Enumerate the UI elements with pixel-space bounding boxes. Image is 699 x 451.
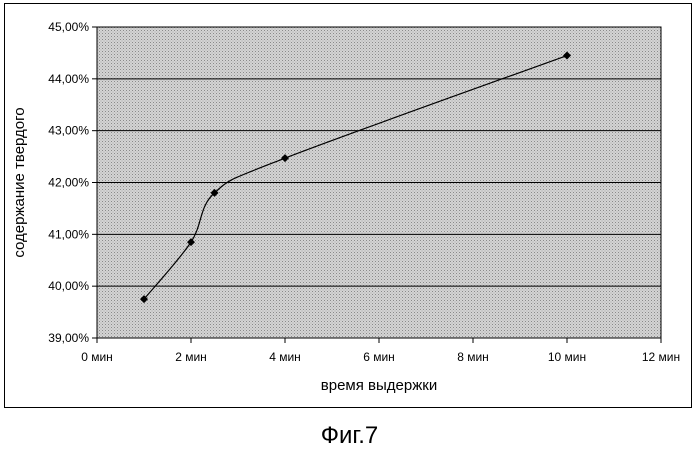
y-tick-label: 39,00% <box>48 331 89 345</box>
y-tick-label: 42,00% <box>48 176 89 190</box>
y-tick-label: 43,00% <box>48 124 89 138</box>
x-tick-label: 12 мин <box>642 350 680 364</box>
figure-caption: Фиг.7 <box>0 422 699 450</box>
x-tick-label: 2 мин <box>175 350 207 364</box>
y-tick-label: 41,00% <box>48 227 89 241</box>
x-tick-label: 6 мин <box>363 350 395 364</box>
x-axis-title: время выдержки <box>321 377 437 394</box>
y-axis-title: содержание твердого <box>11 107 28 257</box>
y-tick-label: 40,00% <box>48 279 89 293</box>
x-tick-label: 4 мин <box>269 350 301 364</box>
y-axis-ticks: 39,00% 40,00% 41,00% 42,00% 43,00% 44,00% 45,0… <box>48 20 97 345</box>
x-tick-label: 10 мин <box>548 350 586 364</box>
x-tick-label: 8 мин <box>457 350 489 364</box>
y-tick-label: 45,00% <box>48 20 89 34</box>
x-tick-label: 0 мин <box>81 350 113 364</box>
y-tick-label: 44,00% <box>48 72 89 86</box>
x-axis-ticks: 0 мин 2 мин 4 мин 6 мин 8 мин 10 мин 12 мин <box>81 338 680 364</box>
